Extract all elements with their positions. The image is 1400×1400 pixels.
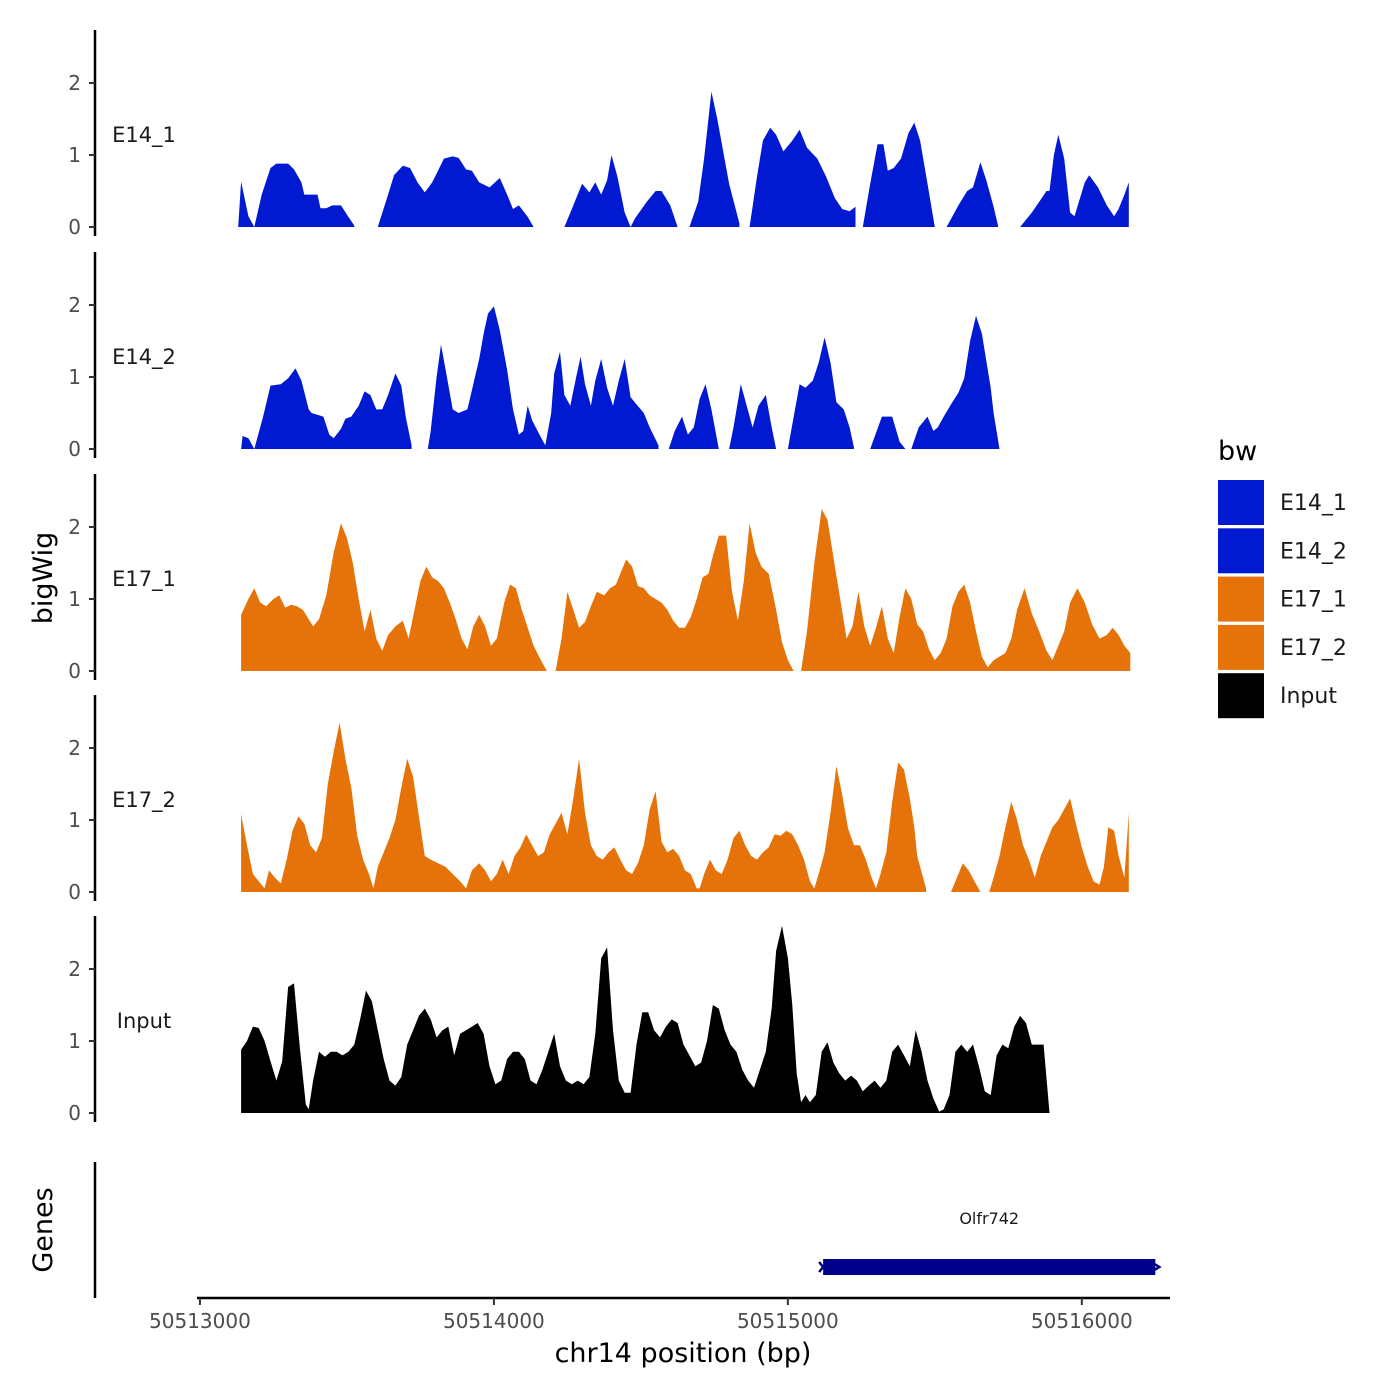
genes-panel-title: Genes [28, 1187, 59, 1272]
gene-label: Olfr742 [959, 1209, 1019, 1228]
genes-panel: Genes Olfr742 [28, 1162, 1162, 1298]
y-tick-label: 2 [68, 293, 81, 317]
track-label-e14_2: E14_2 [112, 345, 176, 370]
track-label-input: Input [117, 1009, 171, 1033]
track-label-e17_1: E17_1 [112, 567, 176, 592]
coverage-area-input [241, 925, 1050, 1113]
y-tick-label: 2 [68, 71, 81, 95]
gene-body [823, 1259, 1156, 1275]
coverage-area-e17_1 [241, 509, 1131, 671]
y-tick-label: 2 [68, 736, 81, 760]
legend-label: E17_2 [1280, 636, 1347, 661]
legend-swatch [1218, 624, 1264, 670]
track-panel-e14_2: 0 1 2 E14_2 [68, 252, 1007, 461]
coverage-area-e14_2 [241, 306, 1007, 449]
track-panel-input: 0 1 2 Input [68, 916, 1050, 1125]
legend-label: E14_1 [1280, 491, 1347, 516]
legend-item-e14_2: E14_2 [1218, 528, 1347, 574]
legend-label: E14_2 [1280, 539, 1347, 564]
y-tick-label: 0 [68, 215, 81, 239]
legend: bw E14_1 E14_2 E17_1 E17_2 Input [1218, 436, 1347, 719]
track-panel-e17_1: 0 1 2 E17_1 [68, 474, 1131, 683]
legend-item-input: Input [1218, 673, 1337, 719]
x-tick-label: 50516000 [1031, 1309, 1133, 1333]
y-tick-label: 0 [68, 437, 81, 461]
y-tick-label: 2 [68, 957, 81, 981]
y-tick-label: 2 [68, 515, 81, 539]
legend-label: Input [1280, 684, 1337, 709]
x-tick-label: 50513000 [149, 1309, 251, 1333]
legend-item-e17_2: E17_2 [1218, 624, 1347, 670]
coverage-area-e14_1 [238, 91, 1129, 227]
x-tick-label: 50514000 [443, 1309, 545, 1333]
x-axis: 50513000 50514000 50515000 50516000 chr14 p… [149, 1296, 1170, 1369]
legend-swatch [1218, 528, 1264, 574]
legend-item-e14_1: E14_1 [1218, 480, 1347, 525]
y-tick-label: 0 [68, 1101, 81, 1125]
y-axis-title: bigWig [28, 532, 59, 625]
x-tick-label: 50515000 [737, 1309, 839, 1333]
coverage-area-e17_2 [241, 722, 1129, 892]
y-tick-label: 0 [68, 659, 81, 683]
y-tick-label: 1 [68, 808, 81, 832]
y-tick-label: 1 [68, 587, 81, 611]
y-tick-label: 1 [68, 1029, 81, 1053]
genes-layer: Olfr742 [818, 1209, 1162, 1275]
tracks-layer: 0 1 2 E14_1 0 1 2 E14_2 0 1 2 E17_1 0 1 2 E17_2 0 1 2 Input [68, 30, 1131, 1125]
gene-strand-marker [818, 1261, 829, 1273]
track-panel-e14_1: 0 1 2 E14_1 [68, 30, 1129, 239]
x-axis-title: chr14 position (bp) [555, 1338, 812, 1369]
y-tick-label: 1 [68, 365, 81, 389]
track-panel-e17_2: 0 1 2 E17_2 [68, 695, 1129, 904]
track-label-e14_1: E14_1 [112, 123, 176, 148]
y-tick-label: 1 [68, 143, 81, 167]
legend-label: E17_1 [1280, 588, 1347, 613]
legend-swatch [1218, 576, 1264, 622]
track-label-e17_2: E17_2 [112, 788, 176, 813]
legend-swatch [1218, 673, 1264, 719]
x-axis-ticks: 50513000 50514000 50515000 50516000 [149, 1298, 1133, 1333]
legend-items: E14_1 E14_2 E17_1 E17_2 Input [1218, 480, 1347, 719]
legend-item-e17_1: E17_1 [1218, 576, 1347, 622]
legend-title: bw [1218, 436, 1257, 467]
legend-swatch [1218, 480, 1264, 525]
gene-olfr742: Olfr742 [818, 1209, 1162, 1275]
y-tick-label: 0 [68, 880, 81, 904]
gene-end-marker [1150, 1260, 1162, 1274]
